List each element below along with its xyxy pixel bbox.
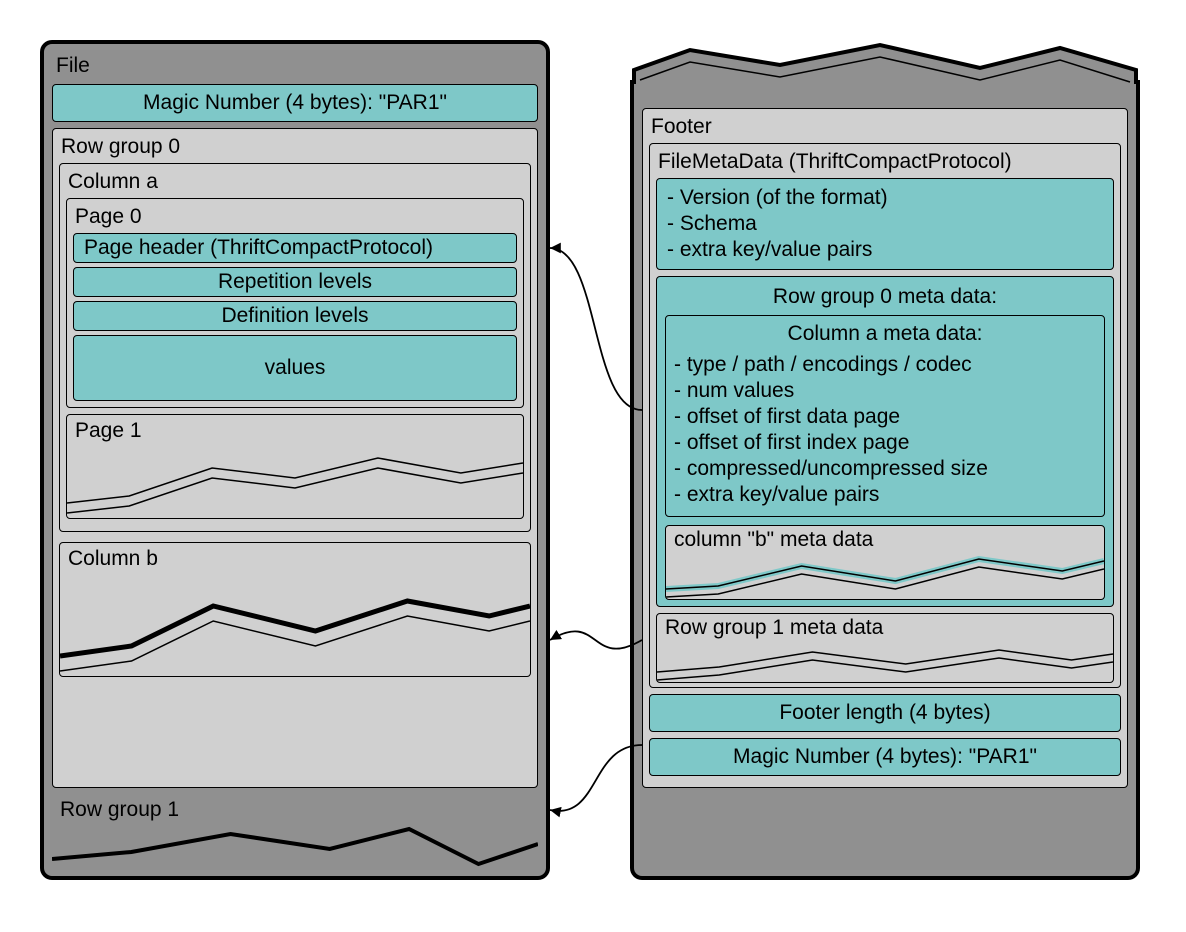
rg1-meta-label: Row group 1 meta data — [663, 616, 1107, 644]
col-a-meta-item-0: - type / path / encodings / codec — [674, 352, 1096, 378]
rg1-meta: Row group 1 meta data — [656, 613, 1114, 683]
col-a-meta-item-4: - compressed/uncompressed size — [674, 456, 1096, 482]
footer-box: Footer FileMetaData (ThriftCompactProtoc… — [642, 108, 1128, 788]
page-header-text: Page header (ThriftCompactProtocol) — [84, 236, 433, 259]
filemeta-item-1: - Schema — [667, 211, 1103, 237]
definition-levels: Definition levels — [73, 301, 517, 331]
filemeta-label: FileMetaData (ThriftCompactProtocol) — [656, 150, 1114, 178]
footer-panel-wrapper: Footer FileMetaData (ThriftCompactProtoc… — [630, 80, 1140, 880]
row-group-1-torn-icon — [52, 824, 538, 869]
repetition-text: Repetition levels — [218, 270, 372, 293]
column-b-label: Column b — [66, 547, 524, 575]
file-label: File — [52, 52, 538, 84]
row-group-1: Row group 1 — [52, 794, 538, 869]
column-b-torn-icon — [60, 586, 530, 676]
connector-1 — [550, 248, 642, 410]
col-b-meta-label: column "b" meta data — [672, 528, 1098, 556]
rg1-meta-torn-icon — [657, 642, 1113, 682]
row-group-0: Row group 0 Column a Page 0 Page header … — [52, 128, 538, 788]
col-b-meta-torn-icon — [666, 551, 1104, 599]
connector-3 — [550, 745, 642, 811]
footer-torn-top-icon — [630, 40, 1140, 84]
magic-footer: Magic Number (4 bytes): "PAR1" — [649, 738, 1121, 776]
col-a-meta: Column a meta data: - type / path / enco… — [665, 315, 1105, 517]
repetition-levels: Repetition levels — [73, 267, 517, 297]
definition-text: Definition levels — [221, 304, 368, 327]
row-group-0-label: Row group 0 — [59, 135, 531, 163]
page-1: Page 1 — [66, 414, 524, 519]
page-0: Page 0 Page header (ThriftCompactProtoco… — [66, 198, 524, 408]
page-0-label: Page 0 — [73, 205, 517, 233]
col-a-meta-item-1: - num values — [674, 378, 1096, 404]
footer-length: Footer length (4 bytes) — [649, 694, 1121, 732]
rg0-meta-title: Row group 0 meta data: — [665, 283, 1105, 315]
column-b: Column b — [59, 542, 531, 677]
page-1-torn-icon — [67, 448, 523, 518]
magic-footer-text: Magic Number (4 bytes): "PAR1" — [733, 745, 1037, 768]
col-b-meta: column "b" meta data — [665, 525, 1105, 600]
filemeta-items: - Version (of the format) - Schema - ext… — [656, 178, 1114, 270]
col-a-meta-item-2: - offset of first data page — [674, 404, 1096, 430]
values-block: values — [73, 335, 517, 401]
footer-length-text: Footer length (4 bytes) — [779, 701, 990, 724]
rg0-meta: Row group 0 meta data: Column a meta dat… — [656, 276, 1114, 607]
filemeta-item-0: - Version (of the format) — [667, 185, 1103, 211]
footer-label: Footer — [649, 115, 1121, 143]
column-a: Column a Page 0 Page header (ThriftCompa… — [59, 163, 531, 532]
diagram-root: File Magic Number (4 bytes): "PAR1" Row … — [20, 20, 1166, 912]
filemeta-item-2: - extra key/value pairs — [667, 237, 1103, 263]
values-text: values — [265, 356, 326, 379]
magic-header: Magic Number (4 bytes): "PAR1" — [52, 84, 538, 122]
row-group-1-label: Row group 1 — [58, 798, 532, 826]
column-a-label: Column a — [66, 170, 524, 198]
connector-2 — [550, 631, 642, 648]
col-a-meta-title: Column a meta data: — [674, 320, 1096, 352]
col-a-meta-item-3: - offset of first index page — [674, 430, 1096, 456]
page-header: Page header (ThriftCompactProtocol) — [73, 233, 517, 263]
page-1-label: Page 1 — [73, 419, 517, 447]
col-a-meta-item-5: - extra key/value pairs — [674, 482, 1096, 508]
magic-header-text: Magic Number (4 bytes): "PAR1" — [143, 91, 447, 114]
filemeta-box: FileMetaData (ThriftCompactProtocol) - V… — [649, 143, 1121, 688]
file-panel: File Magic Number (4 bytes): "PAR1" Row … — [40, 40, 550, 880]
